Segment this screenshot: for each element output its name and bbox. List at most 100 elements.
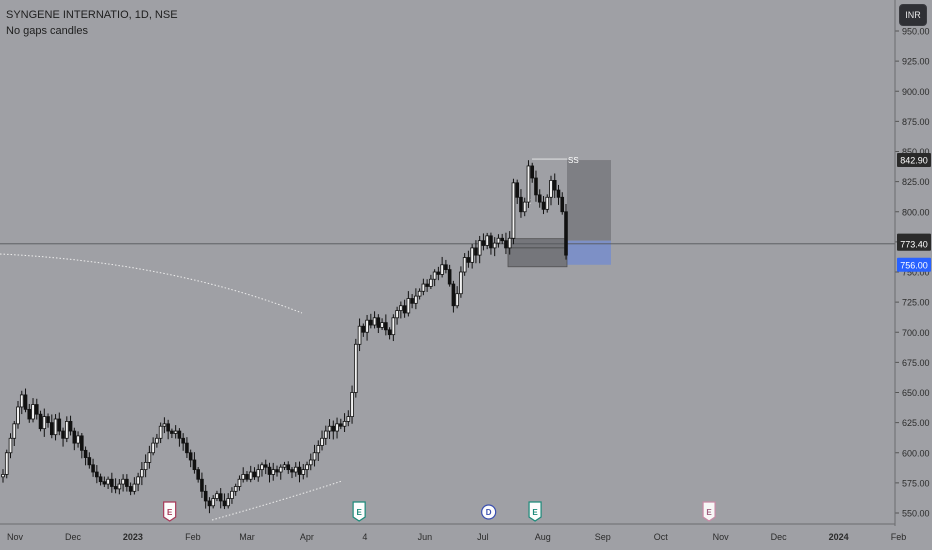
time-tick-label: Feb — [891, 532, 907, 542]
candle — [233, 483, 238, 496]
target-zone-upper — [567, 160, 611, 241]
candle — [462, 253, 467, 276]
candle — [196, 467, 200, 483]
candle-body — [305, 464, 309, 471]
candle-body — [211, 498, 215, 507]
time-tick-label: Aug — [535, 532, 551, 542]
candle — [466, 250, 471, 268]
candle-body — [372, 317, 377, 326]
candle-body — [46, 416, 50, 424]
candle — [470, 244, 474, 269]
candle — [113, 478, 118, 494]
candle — [1, 469, 5, 483]
chart-subtitle: No gaps candles — [6, 25, 88, 37]
candle-body — [68, 421, 73, 432]
candle-body — [278, 466, 283, 473]
candle-body — [23, 394, 28, 410]
candle-body — [489, 235, 493, 249]
candle — [65, 416, 69, 443]
candle — [308, 453, 313, 471]
price-tick-label: 675.00 — [902, 358, 930, 368]
currency-button[interactable]: INR — [899, 4, 927, 26]
candle-body — [447, 269, 452, 285]
candle — [305, 461, 309, 478]
candle — [537, 189, 542, 208]
candle-body — [188, 452, 193, 461]
candle-body — [95, 471, 99, 478]
candle-body — [485, 235, 489, 246]
price-axis: 550.00 575.00 600.00 625.00 650.00 675.00 700.… — [894, 0, 930, 526]
candle — [515, 179, 520, 204]
candle-body — [260, 464, 264, 471]
candle-body — [537, 194, 542, 203]
candle-body — [323, 430, 328, 439]
candle — [335, 417, 339, 439]
price-tick-label: 575.00 — [902, 478, 930, 488]
price-tick-label: 650.00 — [902, 388, 930, 398]
event-marker-dividend: D — [481, 504, 497, 520]
candle — [16, 400, 20, 429]
event-marker-label: D — [486, 508, 492, 517]
candle — [387, 327, 392, 340]
price-tick-label: 900.00 — [902, 87, 930, 97]
candle-body — [8, 437, 13, 454]
candle — [241, 467, 246, 483]
candle — [459, 266, 463, 298]
candle — [155, 433, 159, 448]
candle — [106, 476, 110, 489]
candle-body — [455, 293, 459, 307]
candle-body — [27, 408, 32, 420]
candle-body — [549, 180, 553, 198]
candle — [125, 474, 129, 492]
candle — [492, 237, 497, 257]
candle-body — [31, 404, 35, 420]
time-tick-label: 2024 — [829, 532, 849, 542]
candle — [177, 428, 182, 447]
candle — [504, 232, 508, 255]
candle — [200, 472, 204, 498]
candle — [260, 462, 264, 477]
candle-body — [342, 421, 347, 427]
candle — [170, 428, 174, 439]
candle-body — [335, 423, 339, 432]
candle — [83, 446, 88, 466]
candle — [399, 301, 403, 319]
candle — [218, 488, 223, 509]
candle-body — [76, 435, 80, 444]
candle-body — [237, 478, 242, 487]
candle-body — [451, 283, 456, 307]
candle — [136, 472, 140, 492]
candle-body — [534, 177, 538, 196]
candle — [121, 474, 125, 492]
candle-body — [170, 430, 174, 434]
candle — [519, 189, 523, 218]
candle — [102, 476, 107, 488]
candle-body — [564, 211, 568, 256]
candle — [230, 487, 234, 504]
candle-body — [53, 418, 58, 436]
candle-body — [338, 423, 343, 427]
candle — [477, 235, 482, 264]
candle-body — [245, 474, 249, 480]
last-price-label-text: 773.40 — [900, 239, 928, 249]
time-tick-label: 2023 — [123, 532, 143, 542]
candle-body — [128, 486, 133, 492]
candle-body — [4, 452, 9, 475]
candle-body — [417, 290, 422, 297]
candle — [110, 472, 114, 493]
candle — [346, 410, 351, 427]
candle — [376, 314, 381, 334]
last-price-label-bg — [897, 236, 931, 251]
candle-body — [34, 404, 39, 415]
candle — [541, 196, 546, 215]
candle-body — [267, 466, 272, 475]
candle — [447, 264, 452, 287]
candle-body — [222, 500, 227, 507]
event-marker-earnings-past: E — [163, 501, 177, 522]
candle — [312, 444, 317, 467]
candle — [297, 461, 302, 483]
candle — [166, 419, 170, 440]
